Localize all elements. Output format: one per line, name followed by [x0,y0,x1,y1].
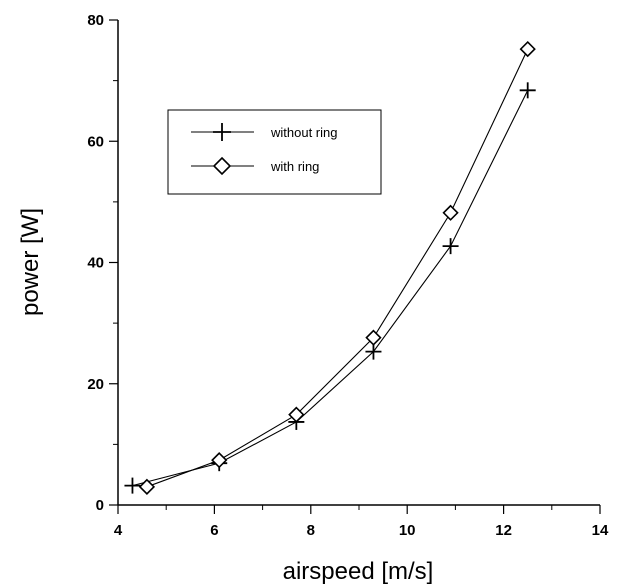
x-tick-label: 12 [495,522,512,539]
series-with-ring [138,40,536,495]
y-tick-label: 40 [87,255,104,272]
legend-marker-plus [213,123,231,141]
series-line [132,90,529,487]
legend-item-without-ring: without ring [191,123,337,141]
data-point [365,343,382,360]
x-tick-label: 4 [114,522,123,539]
data-point [124,477,141,494]
x-axis-title: airspeed [m/s] [283,558,434,585]
legend-label-with-ring: with ring [270,159,319,174]
data-point [138,478,156,495]
series-layer [124,40,536,495]
data-point [365,329,382,346]
data-point [288,406,305,423]
data-point [519,82,536,99]
data-point [519,40,536,58]
ticks: 4 6 8 10 12 14 0 20 40 60 80 [87,12,609,539]
x-tick-label: 14 [592,522,609,539]
data-point [442,238,459,255]
legend-box [167,109,382,195]
y-axis-title: power [W] [17,208,44,316]
legend-marker-diamond [212,156,232,176]
data-point [211,452,228,469]
y-tick-label: 60 [87,133,104,150]
x-tick-label: 8 [307,522,315,539]
y-tick-label: 20 [87,376,104,393]
x-tick-label: 10 [399,522,416,539]
legend: without ring with ring [167,109,382,195]
legend-item-with-ring: with ring [191,156,319,176]
legend-label-without-ring: without ring [270,125,337,140]
y-tick-label: 80 [87,12,104,29]
x-tick-label: 6 [210,522,218,539]
y-tick-label: 0 [96,497,104,514]
data-point [442,204,459,221]
series-line [146,48,529,488]
